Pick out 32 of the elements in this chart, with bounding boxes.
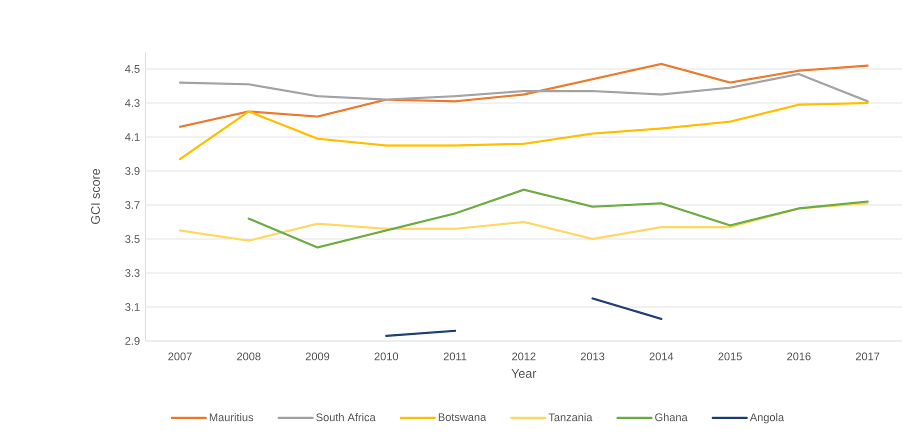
y-tick-label: 4.3 — [125, 99, 140, 107]
line-series — [178, 62, 869, 128]
legend-label: Tanzania — [548, 413, 592, 422]
y-tick-label: 3.9 — [125, 167, 140, 175]
line-series — [178, 102, 869, 160]
y-tick-label: 2.9 — [125, 337, 140, 345]
x-tick-label: 2007 — [168, 352, 192, 360]
y-tick-label: 3.1 — [125, 303, 140, 311]
legend-label: South Africa — [316, 413, 376, 422]
x-tick-label: 2016 — [787, 352, 811, 360]
x-tick-label: 2013 — [580, 352, 604, 360]
y-tick-label: 3.5 — [125, 235, 140, 243]
x-tick-label: 2012 — [512, 352, 536, 360]
y-tick-label: 4.5 — [125, 65, 140, 73]
y-tick-label: 4.1 — [125, 133, 140, 141]
y-axis-title: GCI score — [91, 168, 100, 224]
legend-label: Angola — [750, 413, 784, 424]
y-tick-label: 3.3 — [125, 269, 140, 277]
x-tick-label: 2014 — [650, 352, 674, 360]
x-tick-label: 2009 — [306, 352, 330, 360]
legend-label: Botswana — [438, 413, 486, 422]
x-tick-label: 2011 — [444, 352, 466, 360]
line-series — [178, 72, 869, 102]
x-tick-label: 2017 — [856, 352, 880, 360]
x-axis-title: Year — [511, 369, 536, 378]
x-tick-label: 2008 — [237, 352, 260, 360]
line-series — [178, 202, 869, 242]
legend-label: Ghana — [655, 413, 688, 422]
legend-label: Mauritius — [210, 413, 254, 422]
x-tick-label: 2015 — [718, 352, 742, 360]
x-tick-label: 2010 — [374, 352, 398, 360]
y-tick-label: 3.7 — [125, 201, 140, 209]
